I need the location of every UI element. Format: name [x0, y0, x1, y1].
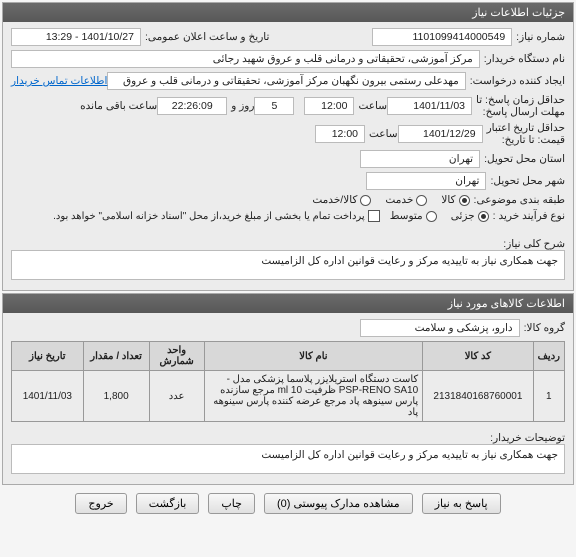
- panel1-title: جزئیات اطلاعات نیاز: [3, 3, 573, 22]
- table-cell: 1: [533, 371, 564, 422]
- table-cell: کاست دستگاه استریلایزر پلاسما پزشکی مدل …: [204, 371, 423, 422]
- exit-button[interactable]: خروج: [75, 493, 126, 514]
- reply-deadline-sub: مهلت ارسال پاسخ:: [476, 106, 565, 118]
- subject-radio-group: کالا خدمت کالا/خدمت: [312, 194, 469, 206]
- group-value: دارو، پزشکی و سلامت: [360, 319, 520, 337]
- view-docs-button[interactable]: مشاهده مدارک پیوستی (0): [264, 493, 413, 514]
- buyer-note-text: جهت همکاری نیاز به تاییدیه مرکز و رعایت …: [11, 444, 565, 474]
- table-cell: عدد: [149, 371, 204, 422]
- days-label: روز و: [231, 100, 254, 112]
- buy-type-label: نوع فرآیند خرید :: [493, 210, 565, 222]
- reply-button[interactable]: پاسخ به نیاز: [422, 493, 501, 514]
- print-button[interactable]: چاپ: [208, 493, 255, 514]
- need-loc-value: تهران: [360, 150, 480, 168]
- remain-label: ساعت باقی مانده: [80, 100, 157, 112]
- countdown-value: 22:26:09: [157, 97, 227, 115]
- valid-label: حداقل تاریخ اعتبار: [487, 122, 565, 134]
- subject-cat-label: طبقه بندی موضوعی:: [474, 194, 565, 206]
- table-header: تاریخ نیاز: [12, 342, 84, 371]
- back-button[interactable]: بازگشت: [136, 493, 200, 514]
- partial-pay-label: پرداخت تمام یا بخشی از مبلغ خرید،از محل …: [53, 211, 365, 222]
- valid-date: 1401/12/29: [398, 125, 483, 143]
- valid-time: 12:00: [315, 125, 365, 143]
- time-label-1: ساعت: [358, 100, 387, 112]
- creator-label: ایجاد کننده درخواست:: [470, 75, 565, 87]
- need-no-value: 1101099414000549: [372, 28, 512, 46]
- partial-pay-checkbox[interactable]: [368, 210, 380, 222]
- table-header: ردیف: [533, 342, 564, 371]
- desc-label: شرح کلی نیاز:: [503, 238, 565, 250]
- reply-date: 1401/11/03: [387, 97, 472, 115]
- buy-type-radio-group: جزئی متوسط: [390, 210, 489, 222]
- table-cell: 1,800: [83, 371, 149, 422]
- creator-value: مهدعلی رستمی بیرون نگهبان مرکز آموزشی، ت…: [107, 72, 465, 90]
- city-value: تهران: [366, 172, 486, 190]
- valid-sub: قیمت: تا تاریخ:: [487, 134, 565, 146]
- table-cell: 2131840168760001: [423, 371, 533, 422]
- days-value: 5: [254, 97, 294, 115]
- need-details-panel: جزئیات اطلاعات نیاز شماره نیاز: 11010994…: [2, 2, 574, 291]
- announce-value: 1401/10/27 - 13:29: [11, 28, 141, 46]
- buyer-note-label: توضیحات خریدار:: [490, 432, 565, 444]
- announce-label: تاریخ و ساعت اعلان عمومی:: [145, 31, 269, 43]
- goods-table: ردیفکد کالانام کالاواحد شمارشتعداد / مقد…: [11, 341, 565, 422]
- subject-radio-both[interactable]: کالا/خدمت: [312, 194, 371, 206]
- group-label: گروه کالا:: [524, 322, 565, 334]
- table-header: تعداد / مقدار: [83, 342, 149, 371]
- time-label-2: ساعت: [369, 128, 398, 140]
- goods-info-panel: اطلاعات کالاهای مورد نیاز گروه کالا: دار…: [2, 293, 574, 485]
- subject-radio-kala[interactable]: کالا: [441, 194, 469, 206]
- table-header: نام کالا: [204, 342, 423, 371]
- buy-radio-minor[interactable]: جزئی: [451, 210, 489, 222]
- panel2-title: اطلاعات کالاهای مورد نیاز: [3, 294, 573, 313]
- table-header: واحد شمارش: [149, 342, 204, 371]
- buyer-value: مرکز آموزشی، تحقیقاتی و درمانی قلب و عرو…: [11, 50, 480, 68]
- need-no-label: شماره نیاز:: [516, 31, 565, 43]
- subject-radio-khedmat[interactable]: خدمت: [385, 194, 427, 206]
- need-loc-label: استان محل تحویل:: [484, 153, 565, 165]
- desc-text: جهت همکاری نیاز به تاییدیه مرکز و رعایت …: [11, 250, 565, 280]
- reply-deadline-label: حداقل زمان پاسخ: تا: [476, 94, 565, 106]
- reply-time: 12:00: [304, 97, 354, 115]
- buyer-label: نام دستگاه خریدار:: [484, 53, 565, 65]
- buyer-contact-link[interactable]: اطلاعات تماس خریدار: [11, 75, 107, 87]
- city-label: شهر محل تحویل:: [490, 175, 565, 187]
- buy-radio-medium[interactable]: متوسط: [390, 210, 437, 222]
- table-header: کد کالا: [423, 342, 533, 371]
- table-row[interactable]: 12131840168760001کاست دستگاه استریلایزر …: [12, 371, 565, 422]
- footer-buttons: پاسخ به نیاز مشاهده مدارک پیوستی (0) چاپ…: [0, 487, 576, 520]
- table-cell: 1401/11/03: [12, 371, 84, 422]
